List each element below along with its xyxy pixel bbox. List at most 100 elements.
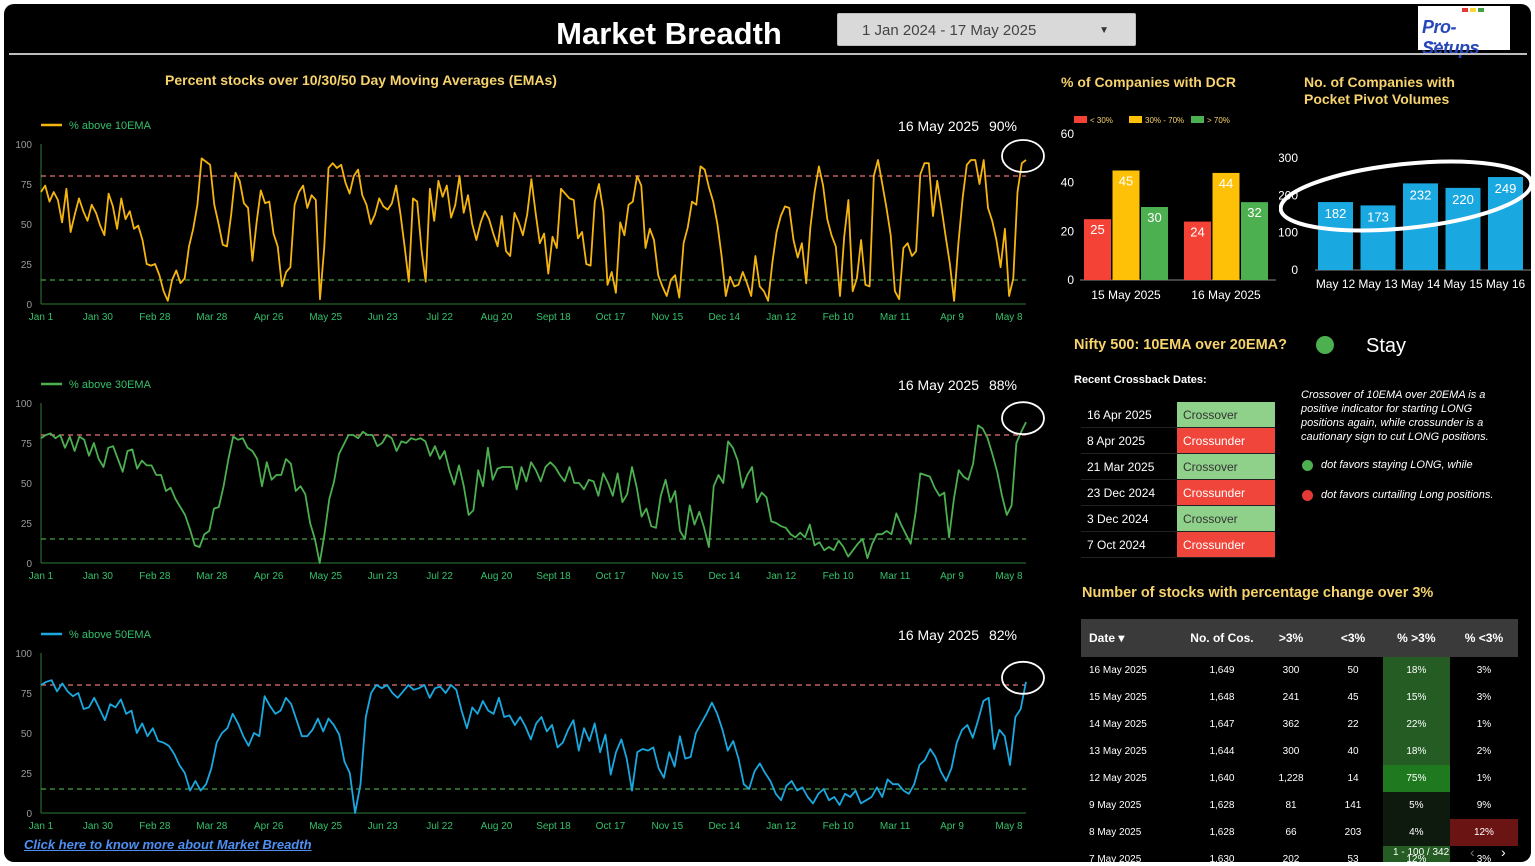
y-tick-label: 50 — [21, 479, 33, 490]
x-tick-label: Jan 30 — [83, 821, 113, 832]
series-line — [40, 421, 1027, 564]
crossback-row: 23 Dec 2024 Crossunder — [1081, 479, 1275, 506]
latest-value-label: 88% — [989, 377, 1017, 393]
dcr-bar — [1184, 221, 1211, 280]
dcr-bar — [1212, 172, 1240, 280]
date-range-picker[interactable]: 1 Jan 2024 - 17 May 2025 ▼ — [837, 13, 1136, 46]
x-tick-label: May 8 — [995, 821, 1023, 832]
table-cell: 14 — [1347, 773, 1359, 784]
table-cell: 75% — [1382, 765, 1450, 792]
x-tick-label: Jan 12 — [766, 821, 796, 832]
y-tick-label: 50 — [21, 729, 33, 740]
y-tick-label: 25 — [21, 519, 33, 530]
nifty-question: Nifty 500: 10EMA over 20EMA? — [1074, 337, 1288, 353]
x-tick-label: May 14 — [1401, 277, 1441, 291]
dcr-title: % of Companies with DCR — [1061, 74, 1237, 90]
crossback-row: 7 Oct 2024 Crossunder — [1081, 531, 1275, 558]
dashboard: Market Breadth 1 Jan 2024 - 17 May 2025 … — [4, 4, 1531, 862]
x-tick-label: Jan 12 — [766, 312, 796, 323]
table-row: 9 May 2025 1,628 81 141 5% 9% — [1081, 792, 1518, 819]
table-cell: 9% — [1476, 800, 1492, 811]
table-cell: 2% — [1476, 746, 1492, 757]
x-tick-label: Feb 28 — [139, 571, 171, 582]
bar-value-label: 30 — [1147, 210, 1161, 225]
pocket-pivot-title: No. of Companies with Pocket Pivot Volum… — [1304, 74, 1455, 107]
nifty-status: Stay — [1366, 335, 1407, 357]
dcr-bar — [1084, 219, 1111, 280]
table-cell: 1% — [1476, 773, 1492, 784]
crossback-date: 7 Oct 2024 — [1081, 531, 1177, 558]
table-cell: 1,630 — [1209, 854, 1235, 862]
table-row: 13 May 2025 1,644 300 40 18% 2% — [1081, 738, 1518, 765]
x-tick-label: Apr 9 — [940, 312, 964, 323]
table-row: 7 May 2025 1,630 202 53 12% 3% — [1081, 846, 1518, 862]
x-tick-label: Mar 28 — [196, 312, 228, 323]
table-row: 16 May 2025 1,649 300 50 18% 3% — [1081, 657, 1518, 684]
latest-date-label: 16 May 2025 — [898, 118, 979, 134]
y-tick-label: 0 — [1291, 263, 1298, 277]
table-cell: 3% — [1476, 854, 1492, 862]
market-breadth-link[interactable]: Click here to know more about Market Bre… — [24, 837, 312, 852]
bar-value-label: 45 — [1119, 174, 1133, 189]
table-cell: 22 — [1347, 719, 1359, 730]
green-dot-icon — [1302, 460, 1313, 471]
x-tick-label: May 16 — [1486, 277, 1526, 291]
stocks-table-title: Number of stocks with percentage change … — [1082, 585, 1434, 601]
dcr-bar-chart: 60 40 20 0 < 30% 30% - 70% > 70% 25 45 30 15 May 2… — [1061, 116, 1276, 302]
highlight-circle — [1001, 401, 1045, 436]
crossback-date: 3 Dec 2024 — [1081, 505, 1177, 532]
crossback-date: 23 Dec 2024 — [1081, 479, 1177, 506]
x-tick-label: 15 May 2025 — [1091, 288, 1161, 302]
pocket-pivot-bar — [1445, 187, 1481, 270]
x-tick-label: Feb 28 — [139, 312, 171, 323]
bar-value-label: 220 — [1452, 192, 1474, 207]
table-cell: 141 — [1344, 800, 1362, 811]
red-dot-icon — [1302, 490, 1313, 501]
table-row: 12 May 2025 1,640 1,228 14 75% 1% — [1081, 765, 1518, 792]
latest-date-label: 16 May 2025 — [898, 627, 979, 643]
table-cell: 22% — [1382, 711, 1450, 738]
x-tick-label: Aug 20 — [481, 312, 513, 323]
crossback-row: 21 Mar 2025 Crossover — [1081, 453, 1275, 480]
x-tick-label: Mar 11 — [880, 821, 911, 832]
table-cell: 1,628 — [1209, 800, 1235, 811]
table-cell: 9 May 2025 — [1089, 800, 1142, 811]
y-tick-label: 25 — [21, 260, 33, 271]
x-tick-label: Feb 28 — [139, 821, 171, 832]
x-tick-label: 16 May 2025 — [1191, 288, 1261, 302]
x-tick-label: Jun 23 — [368, 821, 398, 832]
highlight-circle — [1001, 139, 1045, 173]
x-tick-label: May 8 — [995, 312, 1023, 323]
table-cell: 202 — [1282, 854, 1300, 862]
x-tick-label: May 13 — [1358, 277, 1398, 291]
y-tick-label: 60 — [1061, 127, 1075, 141]
ema-section-title: Percent stocks over 10/30/50 Day Moving … — [165, 72, 557, 88]
legend-label: > 70% — [1207, 116, 1230, 125]
column-header: <3% — [1323, 619, 1383, 657]
red-dot-note: dot favors curtailing Long positions. — [1321, 489, 1494, 501]
crossback-signal: Crossunder — [1177, 427, 1275, 454]
x-tick-label: Jul 22 — [426, 312, 453, 323]
column-header[interactable]: Date ▾ — [1081, 619, 1186, 657]
table-header-row: Date ▾ No. of Cos. >3% <3%% >3%% <3% — [1081, 619, 1518, 657]
table-cell: 12% — [1449, 819, 1518, 846]
table-cell: 7 May 2025 — [1089, 854, 1142, 862]
crossback-date: 16 Apr 2025 — [1081, 402, 1177, 428]
y-tick-label: 100 — [1279, 226, 1298, 240]
logo-bars — [1462, 8, 1484, 12]
green-dot-note: dot favors staying LONG, while — [1321, 459, 1473, 471]
prev-page-icon[interactable]: ‹ — [1470, 844, 1475, 860]
table-cell: 12% — [1382, 846, 1450, 862]
x-tick-label: May 25 — [309, 571, 342, 582]
brand-logo: Pro-Setups ●●●● — [1418, 6, 1510, 58]
y-tick-label: 300 — [1279, 151, 1298, 165]
pocket-pivot-bar — [1360, 205, 1396, 270]
y-tick-label: 0 — [26, 559, 32, 570]
table-cell: 1,649 — [1209, 665, 1235, 676]
x-tick-label: Oct 17 — [596, 571, 626, 582]
bar-value-label: 232 — [1410, 187, 1432, 202]
y-tick-label: 20 — [1061, 224, 1075, 238]
next-page-icon[interactable]: › — [1501, 844, 1506, 860]
